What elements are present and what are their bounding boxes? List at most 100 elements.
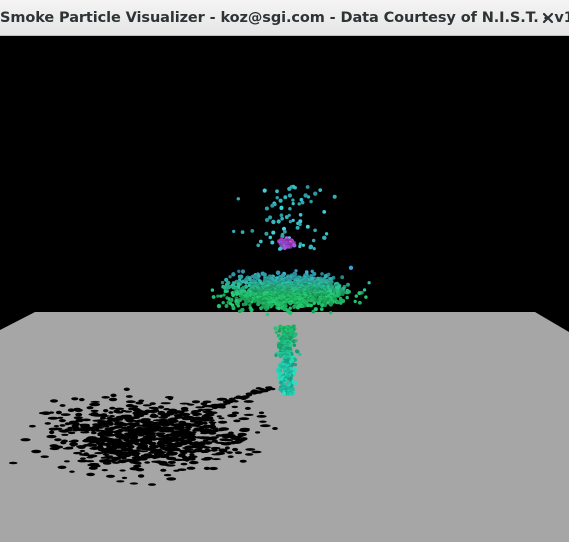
shadow-speck: [129, 482, 139, 485]
shadow-speck: [73, 416, 83, 420]
smoke-particle: [309, 199, 313, 204]
shadow-speck: [86, 406, 94, 410]
shadow-speck: [163, 408, 171, 411]
shadow-speck: [81, 418, 91, 422]
shadow-speck: [234, 451, 243, 455]
shadow-speck: [61, 433, 69, 436]
shadow-speck: [194, 421, 204, 425]
shadow-speck: [215, 441, 226, 444]
shadow-speck: [100, 420, 107, 423]
shadow-speck: [190, 412, 197, 415]
smoke-particle: [277, 247, 282, 251]
shadow-speck: [201, 458, 212, 461]
smoke-particle: [295, 305, 301, 310]
shadow-speck: [192, 417, 200, 421]
shadow-speck: [68, 440, 79, 443]
smoke-particle: [328, 311, 333, 315]
shadow-speck: [136, 447, 147, 450]
shadow-speck: [255, 431, 261, 434]
smoke-particle: [293, 185, 297, 190]
shadow-speck: [109, 406, 116, 410]
smoke-particle: [301, 243, 306, 247]
shadow-speck: [100, 456, 107, 459]
smoke-particle: [225, 285, 230, 290]
shadow-speck: [266, 386, 273, 389]
smoke-particle: [318, 188, 323, 192]
smoke-particle: [324, 232, 329, 236]
shadow-speck: [219, 450, 228, 453]
shadow-speck: [166, 452, 173, 455]
smoke-particle: [270, 240, 275, 245]
shadow-speck: [49, 446, 60, 451]
shadow-speck: [89, 427, 100, 431]
shadow-speck: [102, 453, 110, 456]
shadow-speck: [118, 437, 126, 440]
smoke-particle: [282, 378, 286, 383]
smoke-particle: [291, 198, 295, 202]
shadow-speck: [65, 446, 74, 449]
smoke-particle: [306, 303, 310, 308]
smoke-particle: [312, 246, 316, 251]
shadow-speck: [112, 452, 122, 455]
shadow-speck: [106, 474, 115, 478]
smoke-particle: [319, 307, 324, 311]
shadow-speck: [126, 419, 138, 422]
shadow-speck: [152, 446, 159, 449]
shadow-speck: [210, 436, 219, 439]
shadow-speck: [169, 423, 181, 427]
shadow-speck: [100, 413, 108, 416]
shadow-speck: [151, 460, 160, 463]
smoke-particle: [264, 307, 268, 311]
shadow-speck: [148, 433, 156, 437]
shadow-speck: [166, 429, 174, 433]
shadow-speck: [121, 456, 127, 460]
shadow-speck: [202, 421, 208, 425]
shadow-speck: [235, 438, 246, 442]
shadow-speck: [212, 428, 219, 433]
smoke-particle: [297, 202, 301, 206]
particle-shadow: [8, 386, 278, 486]
smoke-particle: [289, 343, 293, 348]
shadow-speck: [104, 437, 111, 441]
render-viewport[interactable]: [0, 36, 569, 542]
shadow-speck: [90, 409, 99, 413]
shadow-speck: [231, 411, 240, 415]
shadow-speck: [224, 446, 230, 450]
shadow-speck: [99, 439, 108, 443]
shadow-speck: [144, 440, 154, 444]
title-bar[interactable]: Smoke Particle Visualizer - koz@sgi.com …: [0, 0, 569, 36]
shadow-speck: [79, 398, 85, 402]
shadow-speck: [136, 457, 147, 461]
shadow-speck: [160, 468, 167, 472]
shadow-speck: [160, 427, 168, 431]
smoke-particle: [364, 295, 368, 299]
close-button[interactable]: [537, 7, 559, 29]
shadow-speck: [97, 432, 108, 436]
smoke-particle: [298, 222, 302, 227]
smoke-particle: [362, 288, 367, 292]
shadow-speck: [40, 455, 49, 459]
smoke-particle: [279, 206, 284, 210]
smoke-particle: [275, 189, 279, 194]
shadow-speck: [174, 414, 184, 417]
smoke-particle: [367, 281, 371, 285]
shadow-speck: [95, 441, 105, 445]
smoke-particle: [244, 280, 249, 285]
shadow-speck: [109, 445, 117, 449]
shadow-speck: [61, 439, 68, 443]
smoke-particle: [287, 213, 291, 217]
shadow-speck: [142, 404, 152, 407]
shadow-speck: [182, 447, 190, 449]
smoke-particle: [262, 272, 267, 277]
shadow-speck: [251, 450, 262, 454]
shadow-speck: [110, 393, 117, 398]
shadow-speck: [89, 402, 101, 407]
shadow-speck: [244, 406, 251, 410]
smoke-particle: [277, 371, 283, 376]
window-title: Smoke Particle Visualizer - koz@sgi.com …: [0, 10, 569, 26]
smoke-particle: [335, 293, 340, 298]
smoke-particle: [239, 274, 244, 279]
smoke-particle: [293, 380, 298, 385]
shadow-speck: [108, 397, 118, 402]
shadow-speck: [29, 424, 36, 428]
